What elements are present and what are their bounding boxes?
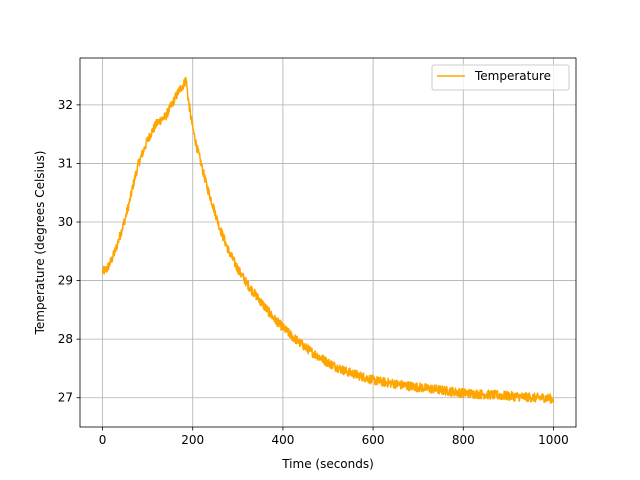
y-axis: 27 28 29 30 31 32 [58,98,80,405]
y-tick-label: 27 [58,391,73,405]
y-tick-label: 29 [58,274,73,288]
y-tick-label: 31 [58,156,73,170]
legend-box [431,64,570,91]
x-tick-label: 1000 [538,433,569,447]
x-axis: 0 200 400 600 800 1000 [99,427,569,447]
x-tick-label: 200 [181,433,204,447]
x-tick-label: 600 [362,433,385,447]
x-axis-label: Time (seconds) [281,457,374,471]
series-layer [101,77,555,404]
x-tick-label: 0 [99,433,107,447]
plot-frame [79,57,577,428]
grid [80,58,576,427]
legend-entry-temperature: Temperature [474,69,551,83]
legend: Temperature [431,64,570,91]
x-tick-label: 400 [271,433,294,447]
y-tick-label: 30 [58,215,73,229]
y-tick-label: 32 [58,98,73,112]
x-tick-label: 800 [452,433,475,447]
y-axis-label: Temperature (degrees Celsius) [33,151,47,336]
series-line-temperature [101,77,555,404]
y-tick-label: 28 [58,332,73,346]
